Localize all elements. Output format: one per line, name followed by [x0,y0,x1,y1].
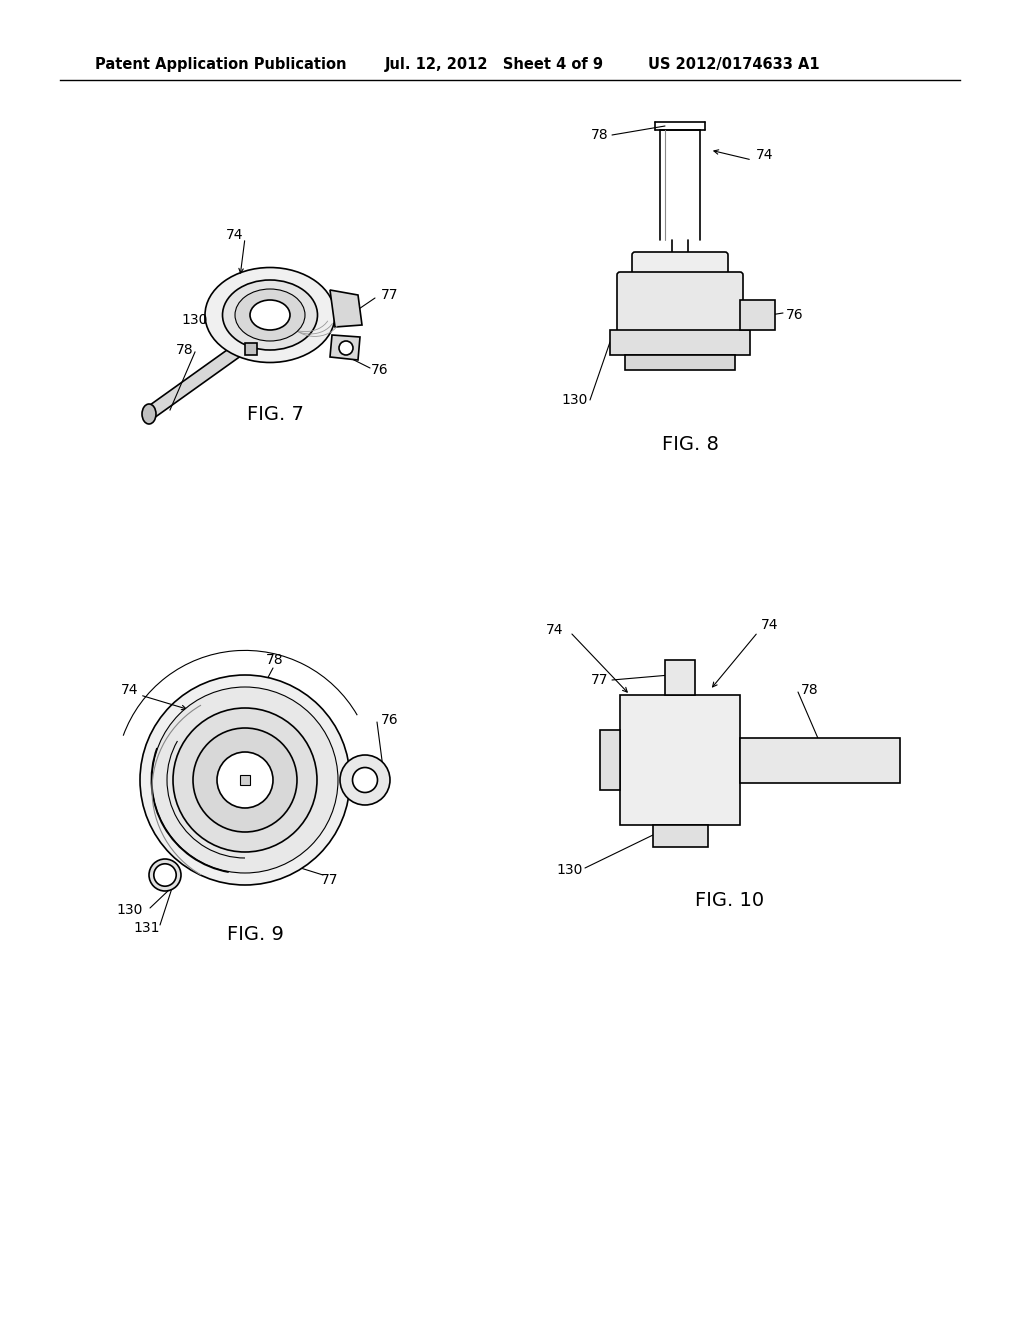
Bar [740,738,900,783]
Polygon shape [147,325,262,422]
Ellipse shape [173,708,317,851]
Text: Patent Application Publication: Patent Application Publication [95,58,346,73]
Ellipse shape [193,729,297,832]
Text: FIG. 9: FIG. 9 [226,925,284,945]
Bar [740,300,775,330]
Ellipse shape [340,755,390,805]
Bar [625,355,735,370]
Bar [610,330,750,355]
Text: 78: 78 [176,343,194,356]
Text: 131: 131 [134,921,160,935]
Text: 130: 130 [562,393,588,407]
Bar [665,660,695,696]
Text: 76: 76 [371,363,389,378]
Text: 78: 78 [591,128,609,143]
Ellipse shape [217,752,273,808]
Text: FIG. 8: FIG. 8 [662,436,719,454]
Polygon shape [245,343,257,355]
Text: 77: 77 [381,288,398,302]
Ellipse shape [339,341,353,355]
Ellipse shape [150,859,181,891]
Text: 130: 130 [182,313,208,327]
Ellipse shape [142,404,156,424]
Ellipse shape [250,300,290,330]
Text: 78: 78 [801,682,819,697]
Text: 74: 74 [121,682,138,697]
Text: 130: 130 [117,903,143,917]
Text: 76: 76 [381,713,398,727]
Text: 74: 74 [226,228,244,242]
Ellipse shape [234,289,305,341]
Text: 76: 76 [786,308,804,322]
Bar [240,775,250,785]
Polygon shape [330,290,362,327]
Ellipse shape [154,863,176,886]
Bar [620,696,740,825]
Text: 77: 77 [322,873,339,887]
Ellipse shape [205,268,335,363]
Ellipse shape [352,767,378,792]
Ellipse shape [222,280,317,350]
Text: 77: 77 [591,673,608,686]
FancyBboxPatch shape [617,272,743,333]
Text: 74: 74 [757,148,774,162]
Text: FIG. 7: FIG. 7 [247,405,303,425]
Text: 130: 130 [557,863,584,876]
Polygon shape [330,335,360,360]
Bar [653,825,708,847]
Text: 78: 78 [266,653,284,667]
Text: US 2012/0174633 A1: US 2012/0174633 A1 [648,58,819,73]
Ellipse shape [152,686,338,873]
Text: 74: 74 [761,618,778,632]
Bar [600,730,620,789]
Text: Jul. 12, 2012   Sheet 4 of 9: Jul. 12, 2012 Sheet 4 of 9 [385,58,604,73]
Text: FIG. 10: FIG. 10 [695,891,765,909]
Text: 74: 74 [546,623,564,638]
FancyBboxPatch shape [632,252,728,279]
Ellipse shape [140,675,350,884]
